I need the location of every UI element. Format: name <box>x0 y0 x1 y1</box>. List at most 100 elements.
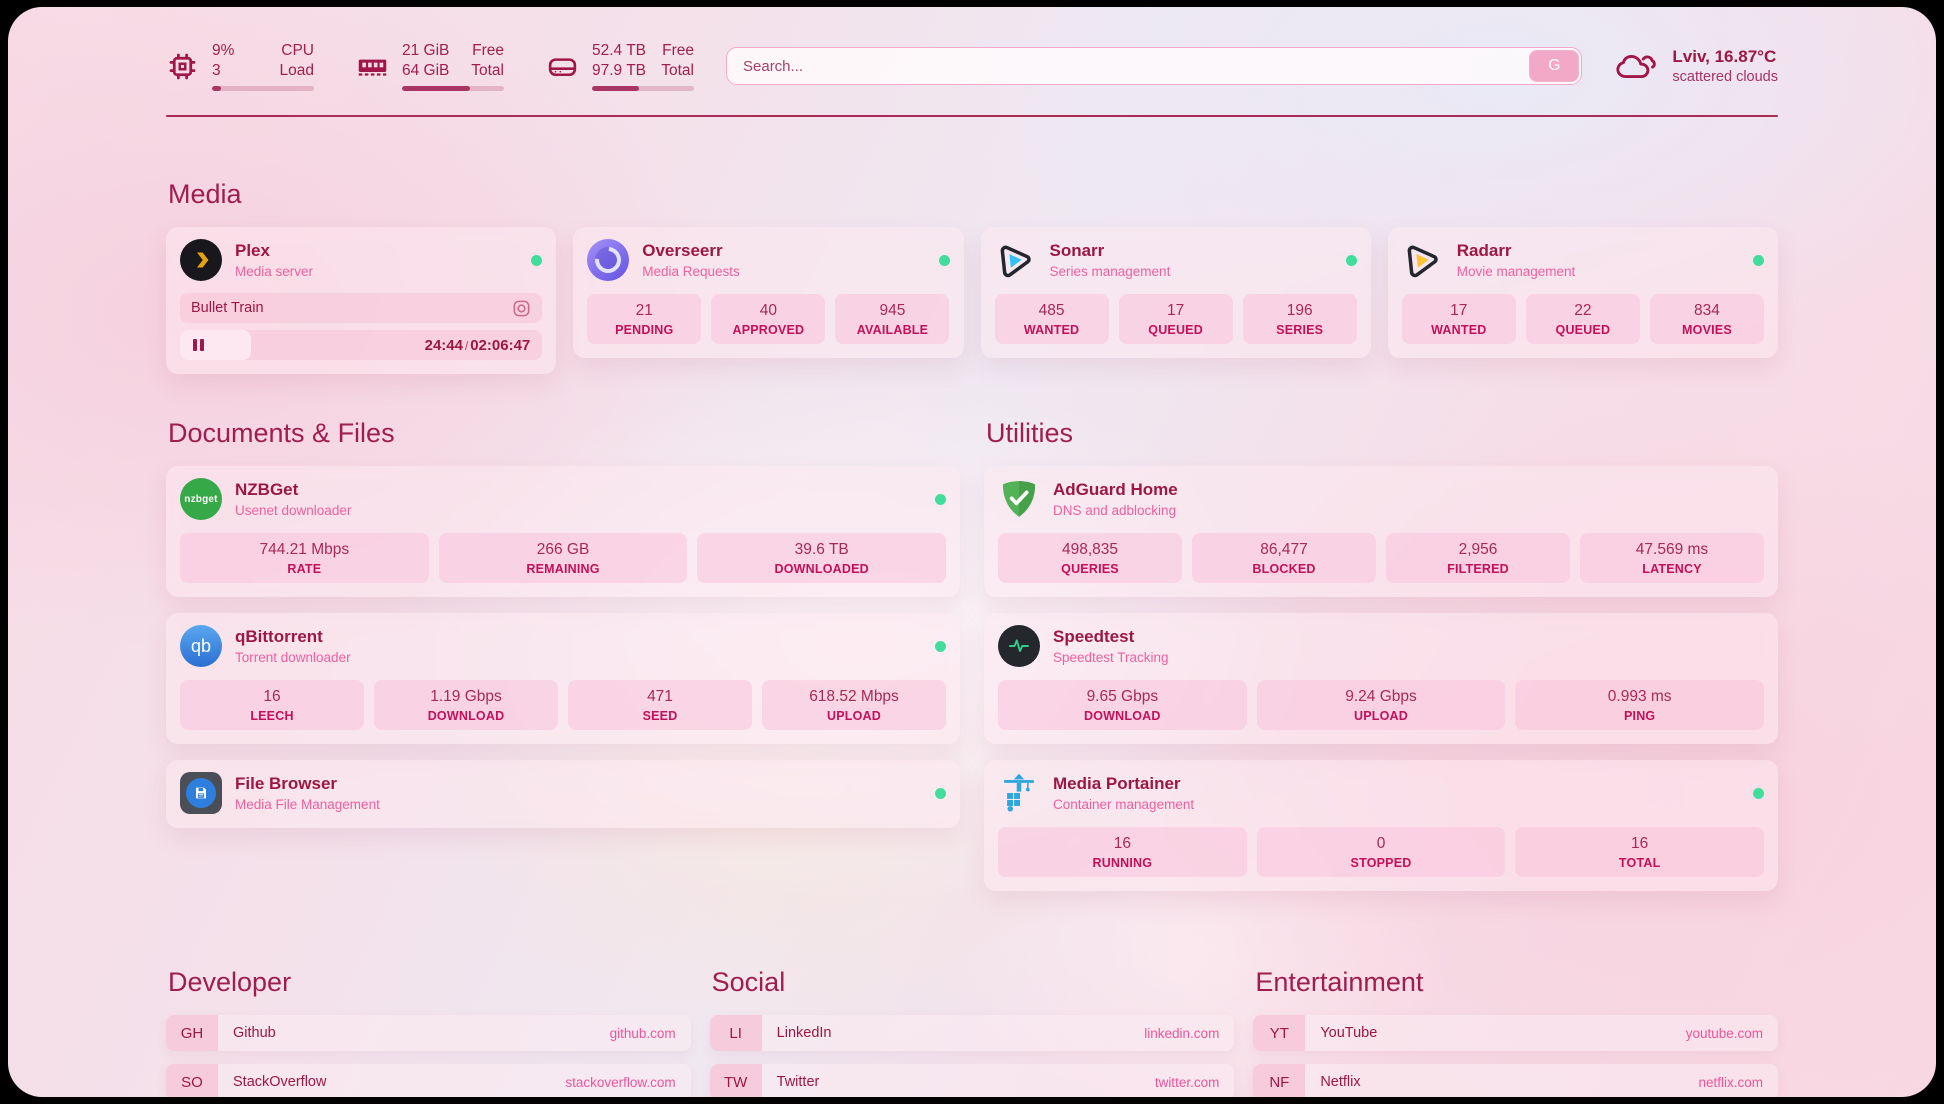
service-name: Media Portainer <box>1053 774 1181 794</box>
service-card-radarr[interactable]: Radarr Movie management 17 WANTED 22 QUE… <box>1387 227 1778 359</box>
memory-total-value: 64 GiB <box>402 62 450 80</box>
cpu-load-value: 3 <box>212 62 221 80</box>
service-card-qbittorrent[interactable]: qb qBittorrent Torrent downloader 16 LEE… <box>166 613 960 745</box>
section-media: Media Plex Media server Bullet Train <box>166 179 1778 375</box>
bookmark-linkedin[interactable]: LI LinkedIn linkedin.com <box>709 1015 1235 1052</box>
stat-block: 17 WANTED <box>1401 294 1516 345</box>
stat-block: 21 PENDING <box>587 294 702 345</box>
memory-free-label: Free <box>472 42 504 59</box>
section-title-social: Social <box>711 967 786 998</box>
stat-block: 17 QUEUED <box>1118 294 1233 345</box>
status-dot <box>1345 254 1357 266</box>
now-playing-row: Bullet Train <box>180 293 543 324</box>
bookmark-url: github.com <box>609 1025 676 1041</box>
service-subtitle: Media server <box>235 264 314 280</box>
bookmark-netflix[interactable]: NF Netflix netflix.com <box>1253 1064 1778 1097</box>
section-title-developer: Developer <box>168 967 292 998</box>
bookmark-youtube[interactable]: YT YouTube youtube.com <box>1253 1015 1778 1052</box>
stat-block: 16 TOTAL <box>1515 827 1765 878</box>
pause-button[interactable] <box>193 339 204 352</box>
now-playing-view-icon[interactable] <box>512 299 531 318</box>
section-title-entertainment: Entertainment <box>1255 967 1424 998</box>
service-name: qBittorrent <box>235 627 323 647</box>
bookmark-abbr: LI <box>709 1015 762 1052</box>
service-name: Overseerr <box>642 241 723 261</box>
service-card-sonarr[interactable]: Sonarr Series management 485 WANTED 17 Q… <box>980 227 1371 359</box>
service-card-nzbget[interactable]: nzbget NZBGet Usenet downloader 744.21 M… <box>166 466 960 598</box>
service-name: Sonarr <box>1049 241 1105 261</box>
bookmark-name: StackOverflow <box>233 1074 327 1091</box>
service-card-adguard[interactable]: AdGuard Home DNS and adblocking 498,835 … <box>984 466 1778 598</box>
search-provider-button[interactable]: G <box>1529 50 1580 83</box>
service-card-plex[interactable]: Plex Media server Bullet Train 24:44/02: <box>166 227 557 375</box>
bookmark-stackoverflow[interactable]: SO StackOverflow stackoverflow.com <box>166 1064 691 1097</box>
status-dot <box>935 787 946 799</box>
bookmark-twitter[interactable]: TW Twitter twitter.com <box>709 1064 1235 1097</box>
search-input[interactable] <box>726 47 1583 86</box>
service-name: Radarr <box>1456 241 1512 261</box>
bookmark-url: youtube.com <box>1685 1025 1763 1041</box>
weather-widget: Lviv, 16.87°C scattered clouds <box>1614 47 1778 85</box>
bookmark-group-social: Social LI LinkedIn linkedin.com TW Twitt… <box>709 967 1235 1097</box>
stat-block: 945 AVAILABLE <box>835 294 950 345</box>
speedtest-icon <box>998 625 1040 668</box>
stat-block: 834 MOVIES <box>1649 294 1764 345</box>
stat-block: 0 STOPPED <box>1256 827 1506 878</box>
weather-condition: scattered clouds <box>1672 69 1778 86</box>
bookmark-name: YouTube <box>1320 1025 1378 1042</box>
disk-free-label: Free <box>662 42 694 59</box>
stat-block: 16 LEECH <box>180 680 364 731</box>
bookmark-github[interactable]: GH Github github.com <box>166 1015 691 1052</box>
weather-location-temp: Lviv, 16.87°C <box>1672 47 1777 67</box>
bookmark-group-developer: Developer GH Github github.com SO StackO… <box>166 967 691 1097</box>
bookmark-abbr: GH <box>166 1015 218 1052</box>
service-name: Plex <box>235 241 270 261</box>
service-card-overseerr[interactable]: Overseerr Media Requests 21 PENDING 40 A… <box>573 227 964 359</box>
bookmark-name: Netflix <box>1320 1074 1361 1091</box>
status-dot <box>1753 254 1764 266</box>
stat-block: 2,956 FILTERED <box>1386 533 1570 584</box>
disk-free-value: 52.4 TB <box>592 42 647 59</box>
search-bar: G <box>726 47 1583 86</box>
memory-icon <box>358 59 387 76</box>
disk-total-value: 97.9 TB <box>592 62 647 80</box>
now-playing-title: Bullet Train <box>191 300 264 317</box>
service-card-speedtest[interactable]: Speedtest Speedtest Tracking 9.65 Gbps D… <box>984 613 1778 745</box>
service-card-filebrowser[interactable]: File Browser Media File Management <box>166 760 960 829</box>
now-playing-elapsed <box>180 330 251 361</box>
memory-total-label: Total <box>471 62 504 80</box>
stat-block: 40 APPROVED <box>711 294 826 345</box>
bookmark-url: twitter.com <box>1154 1074 1220 1090</box>
playback-position: 24:44 <box>424 336 463 354</box>
plex-icon <box>180 239 222 282</box>
disk-progress-track <box>592 86 694 92</box>
time-separator: / <box>465 340 469 353</box>
stat-block: 744.21 Mbps RATE <box>180 533 429 584</box>
bookmark-abbr: SO <box>166 1064 218 1097</box>
cpu-progress-track <box>212 86 314 92</box>
section-documents: Documents & Files nzbget NZBGet Usenet d… <box>166 418 960 829</box>
stat-block: 9.24 Gbps UPLOAD <box>1256 680 1506 731</box>
qbittorrent-icon: qb <box>180 625 222 668</box>
memory-widget: 21 GiB Free 64 GiB Total <box>356 41 504 92</box>
adguard-icon <box>998 478 1040 520</box>
header-divider <box>166 115 1778 118</box>
service-card-portainer[interactable]: Media Portainer Container management 16 … <box>984 760 1778 892</box>
disk-icon <box>548 57 577 76</box>
section-title-utilities: Utilities <box>986 418 1074 449</box>
stat-block: 86,477 BLOCKED <box>1192 533 1376 584</box>
status-dot <box>935 493 946 505</box>
bookmark-abbr: NF <box>1253 1064 1306 1097</box>
service-subtitle: Series management <box>1049 264 1171 280</box>
cpu-usage-label: CPU <box>281 42 314 59</box>
overseerr-icon <box>587 239 630 282</box>
stat-block: 0.993 ms PING <box>1515 680 1765 731</box>
status-dot <box>531 254 543 266</box>
service-subtitle: Usenet downloader <box>235 503 352 519</box>
stat-block: 618.52 Mbps UPLOAD <box>762 680 946 731</box>
disk-widget: 52.4 TB Free 97.9 TB Total <box>546 41 694 92</box>
service-name: Speedtest <box>1053 627 1135 647</box>
disk-progress-fill <box>592 86 639 92</box>
service-name: NZBGet <box>235 480 299 500</box>
status-dot <box>938 254 950 266</box>
